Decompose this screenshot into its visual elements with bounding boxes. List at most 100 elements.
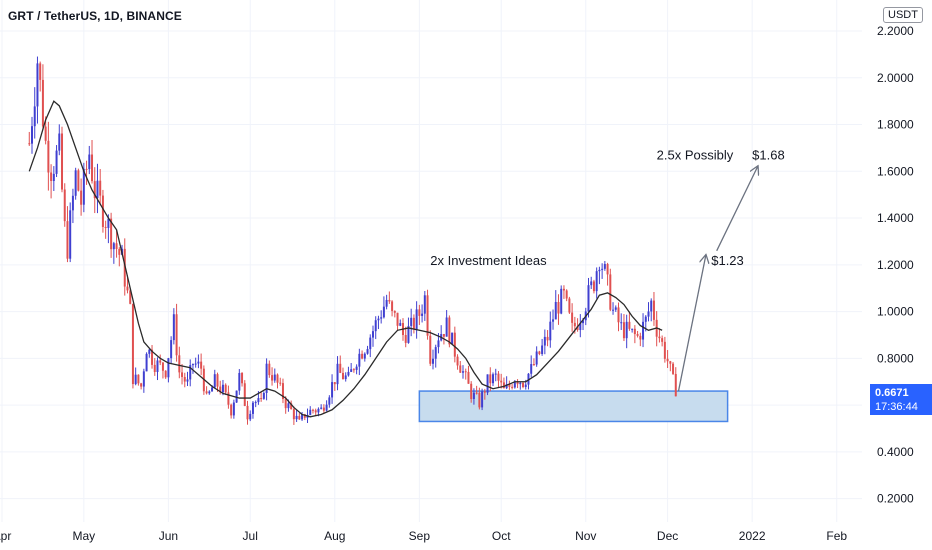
candle-body xyxy=(500,380,503,383)
candle-body xyxy=(546,336,549,341)
time-tick-label: Sep xyxy=(409,529,431,543)
candle-body xyxy=(352,369,355,371)
candle-body xyxy=(661,338,664,342)
candle-body xyxy=(620,322,623,324)
candle-body xyxy=(219,386,222,393)
candle-body xyxy=(478,392,481,408)
candle-body xyxy=(418,309,421,316)
candle-body xyxy=(118,248,121,255)
candle-body xyxy=(93,181,96,199)
candle-body xyxy=(549,321,552,341)
candle-body xyxy=(71,195,74,211)
candle-body xyxy=(470,383,473,400)
currency-unit-button[interactable]: USDT xyxy=(883,7,923,23)
candle-body xyxy=(377,318,380,321)
candle-body xyxy=(178,355,181,373)
annotation-label: $1.68 xyxy=(752,148,785,163)
candle-body xyxy=(137,374,140,384)
candle-body xyxy=(271,375,274,381)
candle-body xyxy=(497,373,500,381)
candle-body xyxy=(565,290,568,299)
candle-body xyxy=(530,364,533,374)
candle-body xyxy=(647,311,650,317)
candle-body xyxy=(571,312,574,323)
price-tick-label: 1.2000 xyxy=(877,258,914,272)
moving-average-line xyxy=(28,100,663,418)
time-tick-label: Dec xyxy=(657,529,678,543)
candle-body xyxy=(366,349,369,354)
candle-body xyxy=(612,309,615,311)
candle-body xyxy=(560,288,563,314)
candle-body xyxy=(276,374,279,383)
candle-body xyxy=(325,404,328,411)
candle-body xyxy=(399,323,402,326)
projection-arrow xyxy=(716,167,758,252)
candle-body xyxy=(426,295,429,336)
candle-body xyxy=(382,306,385,318)
annotation-label: $1.23 xyxy=(711,253,744,268)
candle-body xyxy=(339,363,342,373)
candle-body xyxy=(355,366,358,370)
candle-body xyxy=(650,300,653,312)
price-axis[interactable]: 0.20000.40000.60000.80001.00001.20001.40… xyxy=(877,24,914,506)
candle-body xyxy=(170,340,173,359)
candle-body xyxy=(39,63,42,80)
candle-body xyxy=(554,301,557,320)
candlestick-series xyxy=(28,56,677,425)
last-price-tag: 0.6671 17:36:44 xyxy=(870,384,932,415)
candle-body xyxy=(601,268,604,270)
price-tick-label: 0.8000 xyxy=(877,351,914,365)
candle-body xyxy=(298,415,301,420)
grid-lines xyxy=(0,0,862,522)
candle-body xyxy=(603,264,606,269)
candle-body xyxy=(459,365,462,373)
candle-body xyxy=(213,374,216,388)
candle-body xyxy=(257,398,260,403)
candle-body xyxy=(363,353,366,359)
candle-body xyxy=(156,360,159,372)
candle-body xyxy=(573,322,576,327)
candle-body xyxy=(159,360,162,363)
candle-body xyxy=(541,345,544,354)
candle-body xyxy=(587,285,590,312)
candle-body xyxy=(437,340,440,348)
candle-body xyxy=(415,309,418,330)
candle-body xyxy=(622,322,625,339)
candle-body xyxy=(91,154,94,182)
candle-body xyxy=(505,384,508,389)
candle-body xyxy=(344,375,347,380)
candle-body xyxy=(410,317,413,326)
candle-body xyxy=(568,298,571,313)
candle-body xyxy=(164,370,167,378)
candle-body xyxy=(388,299,391,302)
symbol-title[interactable]: GRT / TetherUS, 1D, BINANCE xyxy=(8,9,182,23)
candle-body xyxy=(123,248,126,287)
candle-body xyxy=(434,347,437,359)
projection-arrow xyxy=(677,255,706,392)
candle-body xyxy=(47,140,50,173)
candle-body xyxy=(614,307,617,310)
time-tick-label: May xyxy=(72,529,95,543)
candle-body xyxy=(126,286,129,291)
candle-body xyxy=(211,387,214,392)
time-tick-label: Jul xyxy=(243,529,258,543)
candle-body xyxy=(227,392,230,405)
candle-body xyxy=(522,382,525,388)
candle-body xyxy=(58,133,61,151)
candle-body xyxy=(301,414,304,420)
candle-body xyxy=(633,328,636,335)
candle-body xyxy=(175,314,178,356)
candle-body xyxy=(99,180,102,196)
candle-body xyxy=(442,334,445,337)
candle-body xyxy=(423,295,426,314)
candle-body xyxy=(129,290,132,304)
candle-body xyxy=(576,326,579,331)
candle-body xyxy=(552,319,555,322)
time-axis[interactable]: Apr May Jun Jul Aug Sep Oct Nov Dec 2022 Feb xyxy=(0,529,847,543)
candle-body xyxy=(88,154,91,170)
candle-body xyxy=(527,373,530,385)
candle-body xyxy=(582,320,585,324)
time-tick-label: Apr xyxy=(0,529,11,543)
candle-body xyxy=(110,218,113,250)
